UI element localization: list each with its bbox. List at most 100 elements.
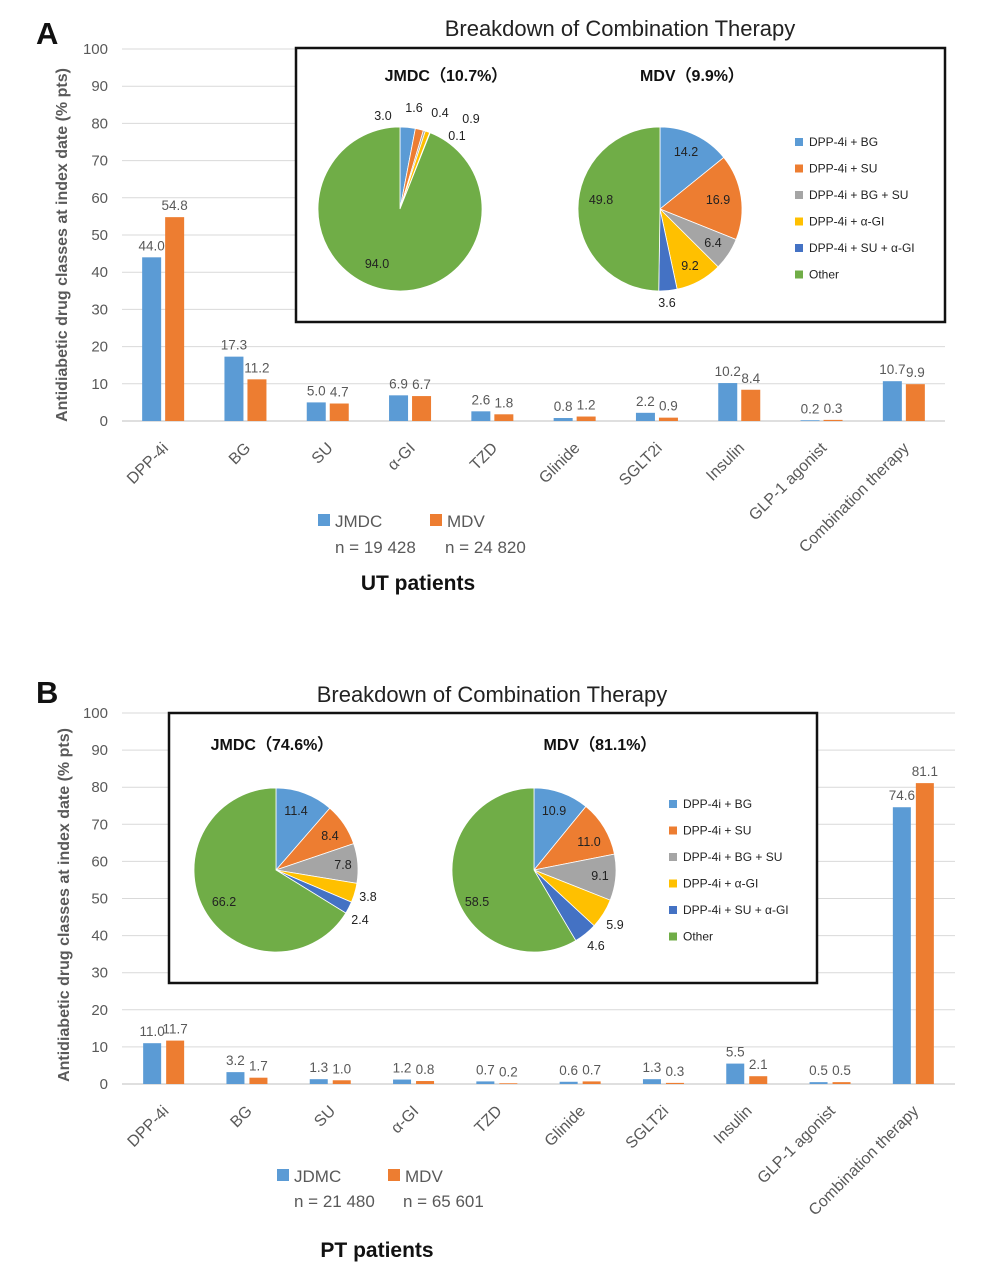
pie-label-jmdc-10-7-0: 3.0 (374, 109, 391, 123)
legend-label-jmdc: JMDC (335, 512, 382, 531)
pie-legend-label-1: DPP-4i + SU (683, 824, 751, 838)
panel-b-pie-jmdc: 11.4 8.4 7.8 3.8 2.4 66.2 (193, 787, 377, 953)
legend-swatch-jdmc (277, 1169, 289, 1181)
pie-label-jmdc-10-7-4: 0.1 (448, 129, 465, 143)
y-tick-100: 100 (83, 705, 108, 722)
legend-n-jdmc: n = 21 480 (294, 1192, 375, 1211)
y-tick-60: 60 (91, 853, 108, 870)
data-label-mdv-glinide: 1.2 (577, 398, 596, 413)
data-label-mdv-insulin: 8.4 (741, 371, 760, 386)
bar-mdv-gi (412, 396, 432, 421)
pie-slice-mdv-9-9-0 (659, 126, 725, 210)
y-tick-70: 70 (91, 816, 108, 833)
category-label-su: SU (311, 1103, 339, 1131)
data-label-jdmc-su: 1.3 (309, 1060, 328, 1075)
bar-jdmc-dpp-4i (143, 1043, 162, 1084)
bar-jdmc-tzd (476, 1081, 495, 1084)
bar-jmdc-su (306, 402, 326, 421)
data-label-mdv-dpp-4i: 11.7 (163, 1022, 188, 1037)
data-label-mdv-su: 4.7 (330, 385, 349, 400)
pie-label-mdv-81-1-1: 11.0 (577, 835, 600, 849)
data-label-mdv-glinide: 0.7 (582, 1062, 601, 1077)
bar-mdv-glinide (582, 1081, 601, 1084)
data-label-mdv-gi: 6.7 (412, 377, 431, 392)
bar-mdv-tzd (499, 1083, 518, 1084)
bar-mdv-su (332, 1080, 351, 1084)
y-tick-30: 30 (91, 301, 108, 318)
panel-a-ylabel: Antidiabetic drug classes at index date … (54, 68, 71, 422)
pie-legend-swatch-0 (669, 800, 677, 808)
bar-jmdc-glp-1-agonist (800, 420, 820, 421)
data-label-mdv-bg: 11.2 (244, 360, 269, 375)
panel-b-letter: B (36, 675, 58, 710)
data-label-jdmc-glinide: 0.6 (559, 1063, 578, 1078)
pie-label-mdv-81-1-5: 58.5 (465, 895, 489, 909)
pie-label-jmdc-74-6-4: 2.4 (351, 913, 368, 927)
pie-label-jmdc-74-6-3: 3.8 (359, 890, 376, 904)
bar-mdv-bg (247, 379, 267, 421)
bar-jmdc-gi (389, 395, 409, 421)
pie-legend-swatch-5 (669, 932, 677, 941)
category-label-dpp-4i: DPP-4i (124, 440, 172, 488)
bar-jdmc-gi (393, 1079, 412, 1084)
data-label-mdv-sglt2i: 0.3 (666, 1064, 685, 1079)
panel-b-pie-jmdc-title: JMDC（74.6%） (211, 736, 334, 754)
y-tick-90: 90 (91, 78, 108, 95)
pie-legend-label-4: DPP-4i + SU + α-GI (683, 903, 789, 917)
y-tick-100: 100 (83, 41, 108, 58)
bar-mdv-dpp-4i (166, 1040, 185, 1084)
category-label-sglt2i: SGLT2i (616, 440, 666, 490)
legend-label-mdv: MDV (405, 1167, 443, 1186)
legend-swatch-mdv (430, 514, 442, 526)
data-label-jmdc-glp-1-agonist: 0.2 (801, 401, 820, 416)
panel-a-pie-jmdc-title: JMDC（10.7%） (385, 67, 508, 85)
pie-legend-swatch-2 (795, 191, 803, 199)
pie-label-mdv-9-9-5: 49.8 (589, 193, 613, 207)
category-label-insulin: Insulin (703, 440, 748, 485)
bar-jdmc-su (309, 1079, 328, 1084)
panel-a-data-labels: 44.0 54.8 17.3 11.2 5.0 4.7 6.9 6.7 2.6 1.8 0.8 1.2… (139, 198, 925, 416)
panel-a-subtitle: UT patients (361, 572, 475, 595)
pie-legend-swatch-4 (669, 906, 677, 914)
y-tick-0: 0 (100, 413, 108, 430)
pie-label-mdv-9-9-2: 6.4 (704, 236, 721, 250)
panel-b-pie-mdv-title: MDV（81.1%） (544, 736, 657, 754)
panel-a: A Antidiabetic drug classes at index dat… (36, 16, 947, 595)
pie-label-mdv-9-9-3: 9.2 (681, 259, 698, 273)
y-tick-30: 30 (91, 965, 108, 982)
y-tick-20: 20 (91, 339, 108, 356)
data-label-mdv-insulin: 2.1 (749, 1057, 768, 1072)
panel-a-legend: JMDC MDV n = 19 428 n = 24 820 (318, 512, 526, 557)
data-label-mdv-glp-1-agonist: 0.5 (832, 1063, 851, 1078)
panel-b-pie-mdv: 10.9 11.0 9.1 5.94.6 58.5 (451, 787, 624, 953)
panel-b: B Antidiabetic drug classes at index dat… (36, 675, 955, 1262)
data-label-jdmc-bg: 3.2 (226, 1053, 245, 1068)
pie-label-mdv-81-1-4: 4.6 (587, 939, 604, 953)
panel-b-ylabel: Antidiabetic drug classes at index date … (56, 728, 73, 1082)
pie-label-jmdc-74-6-0: 11.4 (284, 804, 307, 818)
pie-legend-label-5: Other (683, 930, 713, 944)
data-label-jdmc-insulin: 5.5 (726, 1045, 745, 1060)
pie-label-mdv-9-9-1: 16.9 (706, 193, 730, 207)
panel-a-pie-jmdc: 3.0 1.6 0.4 0.9 0.1 94.0 (317, 101, 483, 292)
category-label-gi: α-GI (388, 1103, 422, 1137)
bar-mdv-su (329, 403, 349, 421)
panel-b-pie-legend: DPP-4i + BG DPP-4i + SU DPP-4i + BG + SU DP… (669, 797, 789, 944)
category-label-glp-1-agonist: GLP-1 agonist (746, 439, 831, 524)
pie-label-mdv-81-1-3: 5.9 (606, 918, 623, 932)
pie-legend-swatch-0 (795, 138, 803, 146)
panel-b-y-ticks: 0 10 20 30 40 50 60 70 80 90 100 (83, 705, 108, 1093)
pie-slice-mdv-9-9-1 (659, 156, 743, 241)
bar-jmdc-tzd (471, 411, 491, 421)
bar-mdv-tzd (494, 414, 514, 421)
data-label-mdv-tzd: 0.2 (499, 1064, 518, 1079)
pie-legend-swatch-3 (669, 879, 677, 888)
pie-legend-label-0: DPP-4i + BG (809, 135, 878, 149)
pie-label-mdv-9-9-0: 14.2 (674, 145, 698, 159)
pie-legend-label-1: DPP-4i + SU (809, 162, 877, 176)
pie-slice-mdv-9-9-5 (577, 126, 661, 292)
category-label-glp-1-agonist: GLP-1 agonist (755, 1102, 840, 1187)
data-label-jdmc-dpp-4i: 11.0 (140, 1024, 165, 1039)
legend-n-jmdc: n = 19 428 (335, 538, 416, 557)
pie-slice-jmdc-74-6-5 (193, 787, 347, 953)
